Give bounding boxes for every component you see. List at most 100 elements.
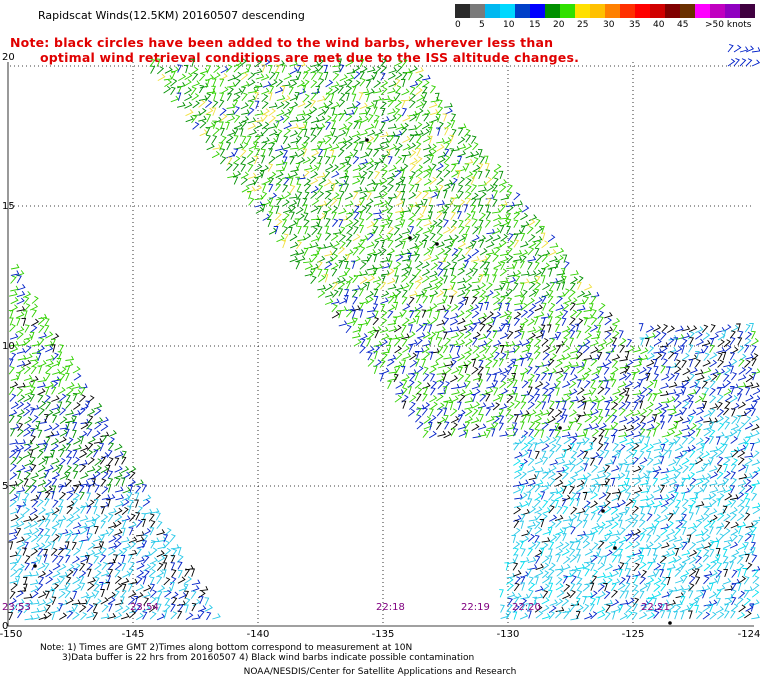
wind-barb <box>486 241 495 249</box>
wind-barb <box>617 499 626 507</box>
wind-barb <box>722 457 731 465</box>
wind-barb <box>598 408 603 418</box>
wind-barb <box>736 597 744 606</box>
wind-barb <box>393 107 401 116</box>
wind-barb <box>534 479 544 486</box>
wind-barb <box>493 261 502 269</box>
wind-barb <box>512 611 518 620</box>
wind-barb <box>632 389 642 396</box>
wind-barb <box>400 219 406 228</box>
wind-barb <box>596 513 603 523</box>
wind-barb <box>749 323 754 332</box>
wind-barb <box>633 562 640 572</box>
wind-barb <box>332 72 340 81</box>
wind-barb <box>59 429 68 437</box>
wind-barb <box>324 242 334 249</box>
wind-barb <box>394 220 403 227</box>
wind-barb <box>409 157 418 165</box>
wind-barb <box>562 485 567 494</box>
wind-barb <box>576 513 581 522</box>
wind-barb <box>114 576 122 584</box>
wind-barb <box>261 148 266 158</box>
wind-barb <box>373 345 381 354</box>
wind-barb <box>535 450 540 460</box>
wind-barb <box>254 92 259 101</box>
wind-barb <box>409 225 415 235</box>
wind-barb <box>681 359 687 369</box>
wind-barb <box>597 583 605 592</box>
wind-barb <box>743 589 750 599</box>
wind-barb <box>486 429 491 439</box>
wind-barb <box>535 569 544 577</box>
wind-barb <box>470 184 478 193</box>
wind-barb <box>653 373 660 382</box>
wind-barb <box>316 64 324 73</box>
wind-barb <box>323 106 330 115</box>
wind-barb <box>729 506 738 515</box>
wind-barb <box>633 395 642 403</box>
wind-barb <box>739 46 749 53</box>
wind-barb <box>338 207 347 215</box>
wind-barb <box>689 381 698 389</box>
wind-barb <box>500 219 509 227</box>
wind-barb <box>591 506 600 514</box>
wind-barb <box>422 74 431 81</box>
wind-barb <box>29 393 36 402</box>
wind-barb <box>345 254 350 263</box>
wind-barb <box>604 611 611 620</box>
wind-barb <box>548 436 557 445</box>
color-swatch <box>485 4 500 18</box>
wind-barb <box>500 323 506 332</box>
wind-barb <box>675 592 685 599</box>
wind-barb <box>591 474 600 481</box>
wind-barb <box>568 485 575 495</box>
wind-barb <box>535 610 544 619</box>
wind-barb <box>408 306 418 313</box>
wind-barb <box>484 204 490 213</box>
wind-barb <box>702 604 711 612</box>
wind-barb <box>548 568 555 578</box>
wind-barb <box>366 141 372 150</box>
wind-barb <box>681 332 691 339</box>
wind-barb <box>387 99 395 108</box>
wind-barb <box>450 163 457 173</box>
wind-barb <box>588 303 594 312</box>
wind-barb <box>520 435 527 444</box>
wind-barb <box>478 333 487 341</box>
wind-barb <box>199 586 209 592</box>
wind-barb <box>542 507 551 514</box>
wind-barb <box>610 344 617 353</box>
wind-barb <box>520 255 527 264</box>
wind-barb <box>443 353 452 360</box>
wind-barb <box>710 368 719 376</box>
wind-barb <box>197 605 207 612</box>
wind-barb <box>59 472 68 480</box>
wind-barb <box>10 275 17 284</box>
wind-barb <box>430 220 438 228</box>
wind-barb <box>632 456 639 466</box>
wind-barb <box>750 534 756 543</box>
wind-barb <box>541 481 550 488</box>
wind-barb <box>421 100 428 109</box>
wind-barb <box>729 555 737 564</box>
wind-barb <box>555 435 562 445</box>
wind-barb <box>639 561 647 570</box>
wind-barb <box>79 491 85 500</box>
wind-barb <box>72 463 79 472</box>
wind-barb <box>163 586 172 593</box>
wind-barb <box>645 541 654 549</box>
wind-barb <box>574 323 580 332</box>
wind-barb <box>99 541 105 550</box>
wind-barb <box>317 268 323 277</box>
wind-barb <box>78 570 87 579</box>
wind-barb <box>387 72 396 80</box>
wind-barb <box>751 368 760 375</box>
wind-barb <box>639 611 648 620</box>
wind-barb <box>680 506 688 516</box>
wind-barb <box>604 478 611 487</box>
wind-barb <box>695 422 703 431</box>
wind-barb <box>738 505 745 514</box>
wind-barb <box>317 243 327 250</box>
wind-barb <box>660 523 670 530</box>
wind-barb <box>100 431 110 437</box>
